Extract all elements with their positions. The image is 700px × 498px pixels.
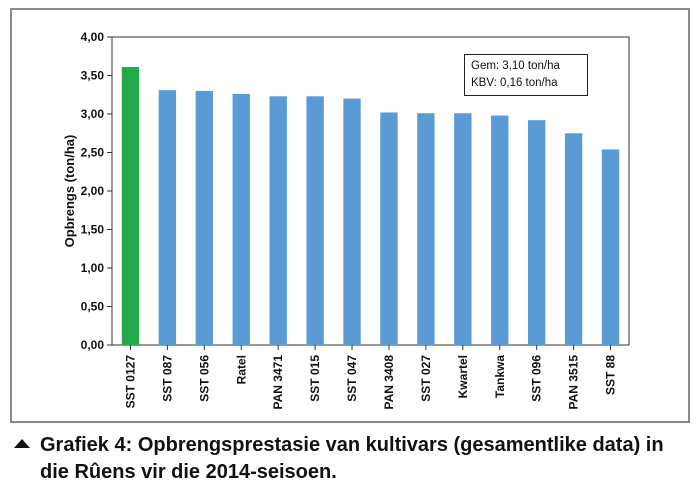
x-tick-label: PAN 3471 (271, 355, 285, 410)
mean-annotation: Gem: 3,10 ton/ha (471, 60, 560, 72)
y-tick-label: 1,00 (81, 261, 105, 275)
bar (343, 98, 361, 345)
y-tick-label: 0,50 (81, 300, 105, 314)
x-tick-label: Kwartel (456, 355, 470, 398)
bar (158, 90, 177, 345)
bar-chart: 0,00 0,50 1,00 1,50 2,00 2,50 3,00 3,50 4,00 Opbr… (62, 30, 630, 410)
x-tick-label: SST 096 (530, 355, 544, 402)
triangle-up-icon (14, 439, 30, 448)
y-tick-label: 2,50 (81, 146, 105, 160)
y-tick-label: 4,00 (81, 30, 105, 44)
stats-annotation-box: Gem: 3,10 ton/ha KBV: 0,16 ton/ha (464, 54, 588, 96)
bar (306, 96, 324, 345)
x-tick-label: SST 056 (197, 355, 211, 402)
y-tick-label: 3,00 (81, 107, 105, 121)
bar (232, 93, 250, 345)
cv-annotation: KBV: 0,16 ton/ha (471, 77, 558, 89)
y-tick-label: 0,00 (81, 338, 105, 352)
x-tick-label: SST 88 (604, 355, 618, 395)
x-tick-label: PAN 3408 (382, 355, 396, 410)
bar (491, 115, 509, 345)
bar (269, 96, 287, 345)
bar (454, 113, 472, 345)
bar (121, 67, 140, 345)
y-tick-label: 3,50 (81, 69, 105, 83)
bar (380, 112, 398, 346)
x-tick-label: SST 0127 (123, 355, 137, 409)
x-tick-label: SST 047 (345, 355, 359, 402)
bar (417, 113, 435, 345)
chart-figure: 0,00 0,50 1,00 1,50 2,00 2,50 3,00 3,50 4,00 Opbr… (10, 8, 690, 423)
x-tick-label: SST 087 (160, 355, 174, 402)
bar (564, 133, 583, 345)
x-tick-label: SST 027 (419, 355, 433, 402)
y-tick-label: 2,00 (81, 184, 105, 198)
figure-caption: Grafiek 4: Opbrengsprestasie van kultiva… (14, 432, 690, 486)
bar (195, 90, 213, 346)
x-tick-label: Ratel (234, 355, 248, 384)
caption-text: Grafiek 4: Opbrengsprestasie van kultiva… (40, 434, 664, 483)
bar (528, 120, 546, 345)
x-tick-label: SST 015 (308, 355, 322, 402)
y-tick-label: 1,50 (81, 223, 105, 237)
y-axis-label: Opbrengs (ton/ha) (62, 135, 77, 248)
x-tick-label: Tankwa (493, 355, 507, 398)
x-tick-label: PAN 3515 (567, 355, 581, 410)
bar (601, 149, 620, 345)
